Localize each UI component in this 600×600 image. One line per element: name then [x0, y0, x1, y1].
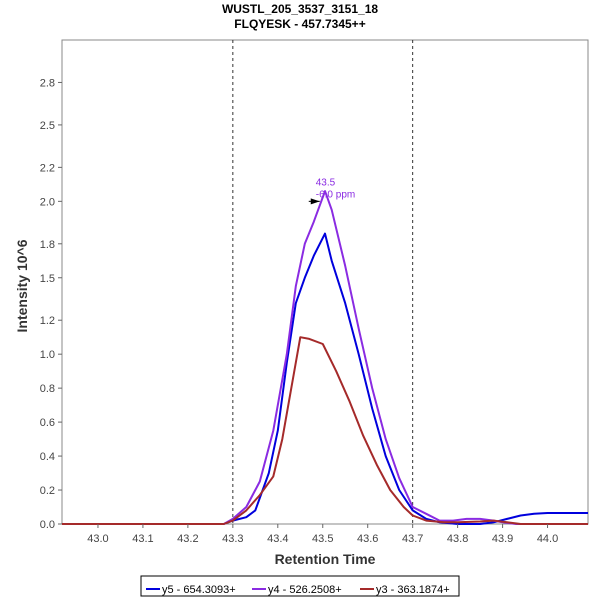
x-axis: 43.0 43.1 43.2 43.3 43.4 43.5 43.6 43.7 43.8 43.9… [87, 524, 558, 545]
x-tick-label: 43.4 [267, 533, 288, 545]
y-tick-label: 0.0 [40, 519, 55, 531]
x-tick-label: 43.2 [177, 533, 198, 545]
series-line-2 [62, 336, 588, 525]
legend-label-2: y3 - 363.1874+ [376, 584, 450, 596]
x-tick-label: 43.5 [312, 533, 333, 545]
y-axis: 0.0 0.2 0.4 0.6 0.8 1.0 1.2 1.5 1.8 2.0 2.2 2.5 2.8 [40, 77, 62, 531]
x-tick-label: 43.8 [447, 533, 468, 545]
legend-label-1: y4 - 526.2508+ [268, 584, 342, 596]
series-line-1 [62, 190, 588, 525]
chart-subtitle: FLQYESK - 457.7345++ [234, 17, 365, 31]
chart-title: WUSTL_205_3537_3151_18 [222, 2, 378, 16]
y-tick-label: 2.2 [40, 162, 55, 174]
x-tick-label: 43.7 [402, 533, 423, 545]
peak-annotation: 43.5-6.0 ppm [308, 177, 355, 205]
y-tick-label: 1.2 [40, 315, 55, 327]
x-tick-label: 43.6 [357, 533, 378, 545]
x-tick-label: 43.1 [132, 533, 153, 545]
y-tick-label: 2.0 [40, 196, 55, 208]
x-tick-label: 43.3 [222, 533, 243, 545]
y-tick-label: 2.5 [40, 120, 55, 132]
plot-area [61, 39, 589, 525]
x-tick-label: 43.9 [492, 533, 513, 545]
y-tick-label: 0.4 [40, 451, 55, 463]
y-tick-label: 1.0 [40, 349, 55, 361]
x-tick-label: 43.0 [87, 533, 108, 545]
peak-rt-label: 43.5 [316, 177, 336, 188]
peak-ppm-label: -6.0 ppm [316, 189, 355, 200]
y-tick-label: 1.8 [40, 239, 55, 251]
x-axis-label: Retention Time [275, 551, 376, 567]
series-lines [62, 190, 588, 525]
legend-label-0: y5 - 654.3093+ [162, 584, 236, 596]
y-tick-label: 2.8 [40, 77, 55, 89]
y-axis-label: Intensity 10^6 [14, 239, 30, 332]
y-tick-label: 0.6 [40, 417, 55, 429]
legend-box [140, 575, 460, 597]
y-tick-label: 0.2 [40, 485, 55, 497]
legend: y5 - 654.3093+ y4 - 526.2508+ y3 - 363.187… [140, 575, 460, 597]
integration-bounds [232, 40, 414, 524]
legend-entries: y5 - 654.3093+ y4 - 526.2508+ y3 - 363.187… [146, 584, 450, 596]
x-tick-label: 44.0 [537, 533, 558, 545]
y-tick-label: 1.5 [40, 273, 55, 285]
y-tick-label: 0.8 [40, 383, 55, 395]
